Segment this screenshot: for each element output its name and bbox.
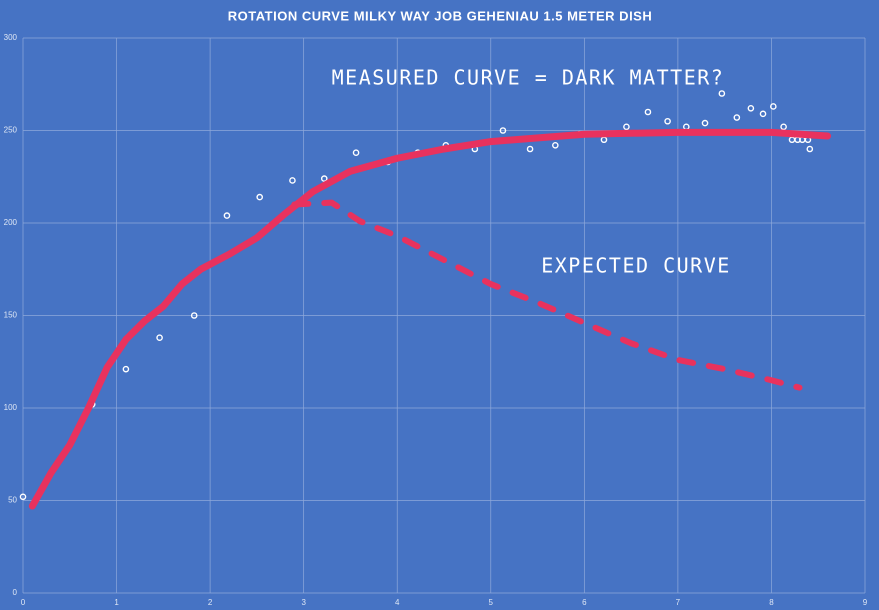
data-point xyxy=(320,175,328,182)
x-tick-label: 8 xyxy=(769,598,774,607)
data-point xyxy=(552,141,559,149)
data-point xyxy=(759,110,767,118)
data-point xyxy=(644,108,652,116)
data-point xyxy=(256,193,263,201)
annotation: MEASURED CURVE = DARK MATTER? xyxy=(332,66,725,90)
x-tick-label: 4 xyxy=(395,598,400,607)
data-point xyxy=(747,105,755,112)
data-point xyxy=(499,127,507,134)
data-point xyxy=(770,103,777,110)
data-point xyxy=(806,145,814,153)
data-point xyxy=(733,114,741,121)
data-point xyxy=(190,312,198,319)
x-tick-label: 1 xyxy=(114,598,119,607)
data-point xyxy=(19,493,27,501)
data-point xyxy=(526,145,534,153)
y-tick-label: 50 xyxy=(8,496,17,505)
data-point xyxy=(223,212,231,219)
data-point xyxy=(718,90,726,97)
data-point xyxy=(780,123,787,131)
expected-curve xyxy=(291,199,803,391)
data-point xyxy=(156,334,163,342)
x-tick-label: 9 xyxy=(863,598,868,607)
data-point xyxy=(122,365,130,373)
chart-title: ROTATION CURVE MILKY WAY JOB GEHENIAU 1.… xyxy=(228,8,653,23)
y-tick-label: 100 xyxy=(4,403,18,412)
x-tick-label: 5 xyxy=(489,598,494,607)
x-tick-label: 3 xyxy=(301,598,306,607)
y-tick-label: 250 xyxy=(4,126,18,135)
data-point xyxy=(289,177,296,184)
data-point xyxy=(664,117,671,125)
data-point xyxy=(352,149,360,156)
y-tick-label: 150 xyxy=(4,311,18,320)
x-tick-label: 7 xyxy=(676,598,681,607)
x-tick-label: 6 xyxy=(582,598,587,607)
y-tick-label: 300 xyxy=(4,33,18,42)
x-tick-label: 0 xyxy=(21,598,26,607)
measured-curve xyxy=(28,128,832,510)
y-tick-label: 200 xyxy=(4,218,18,227)
y-tick-label: 0 xyxy=(13,588,18,597)
annotation: EXPECTED CURVE xyxy=(541,254,731,278)
data-point xyxy=(701,119,709,127)
data-point xyxy=(623,123,630,131)
x-tick-label: 2 xyxy=(208,598,213,607)
